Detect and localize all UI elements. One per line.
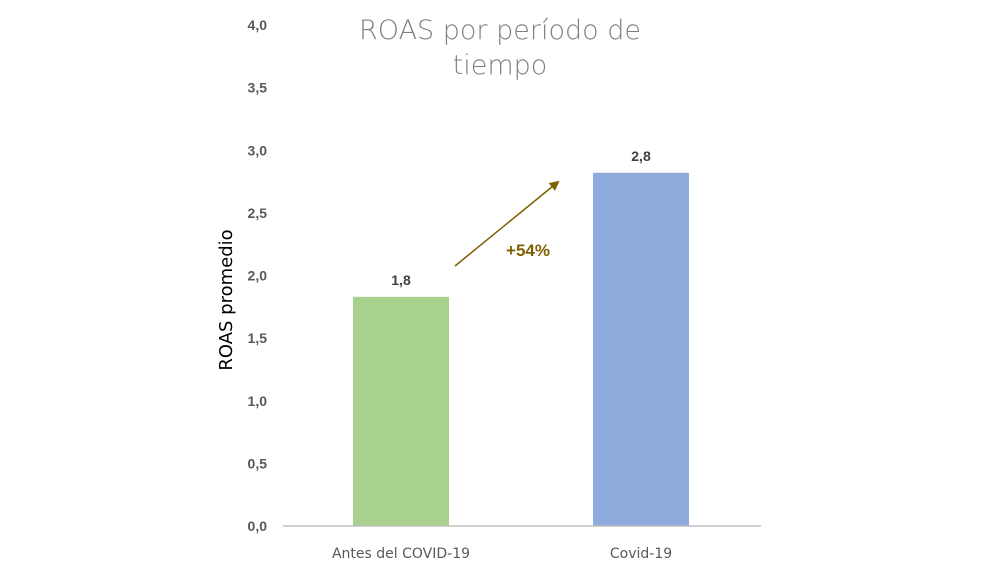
- y-axis-ticks: 0,0 0,5 1,0 1,5 2,0 2,5 3,0 3,5 4,0: [248, 17, 268, 534]
- bar-data-label: 2,8: [631, 148, 651, 164]
- y-tick-label: 1,0: [248, 393, 268, 409]
- x-category-label: Antes del COVID-19: [332, 546, 470, 562]
- bar: [593, 172, 689, 527]
- x-axis-categories: Antes del COVID-19 Covid-19: [332, 546, 672, 562]
- y-tick-label: 0,0: [248, 518, 268, 534]
- increase-arrow: [454, 180, 560, 267]
- y-tick-label: 2,0: [248, 268, 268, 284]
- x-category-label: Covid-19: [610, 546, 672, 562]
- increase-annotation: +54%: [506, 241, 550, 260]
- y-tick-label: 3,5: [248, 80, 268, 96]
- y-tick-label: 3,0: [248, 142, 268, 158]
- bars-group: [353, 172, 689, 527]
- bar-data-label: 1,8: [391, 272, 411, 288]
- bar: [353, 296, 449, 526]
- y-tick-label: 1,5: [248, 330, 268, 346]
- y-axis-label: ROAS promedio: [216, 229, 237, 370]
- y-tick-label: 4,0: [248, 17, 268, 33]
- y-tick-label: 2,5: [248, 205, 268, 221]
- chart-title-line-1: ROAS por período de: [359, 15, 641, 46]
- y-tick-label: 0,5: [248, 455, 268, 471]
- data-labels-group: 1,8 2,8: [391, 148, 651, 288]
- chart-title-line-2: tiempo: [453, 50, 548, 81]
